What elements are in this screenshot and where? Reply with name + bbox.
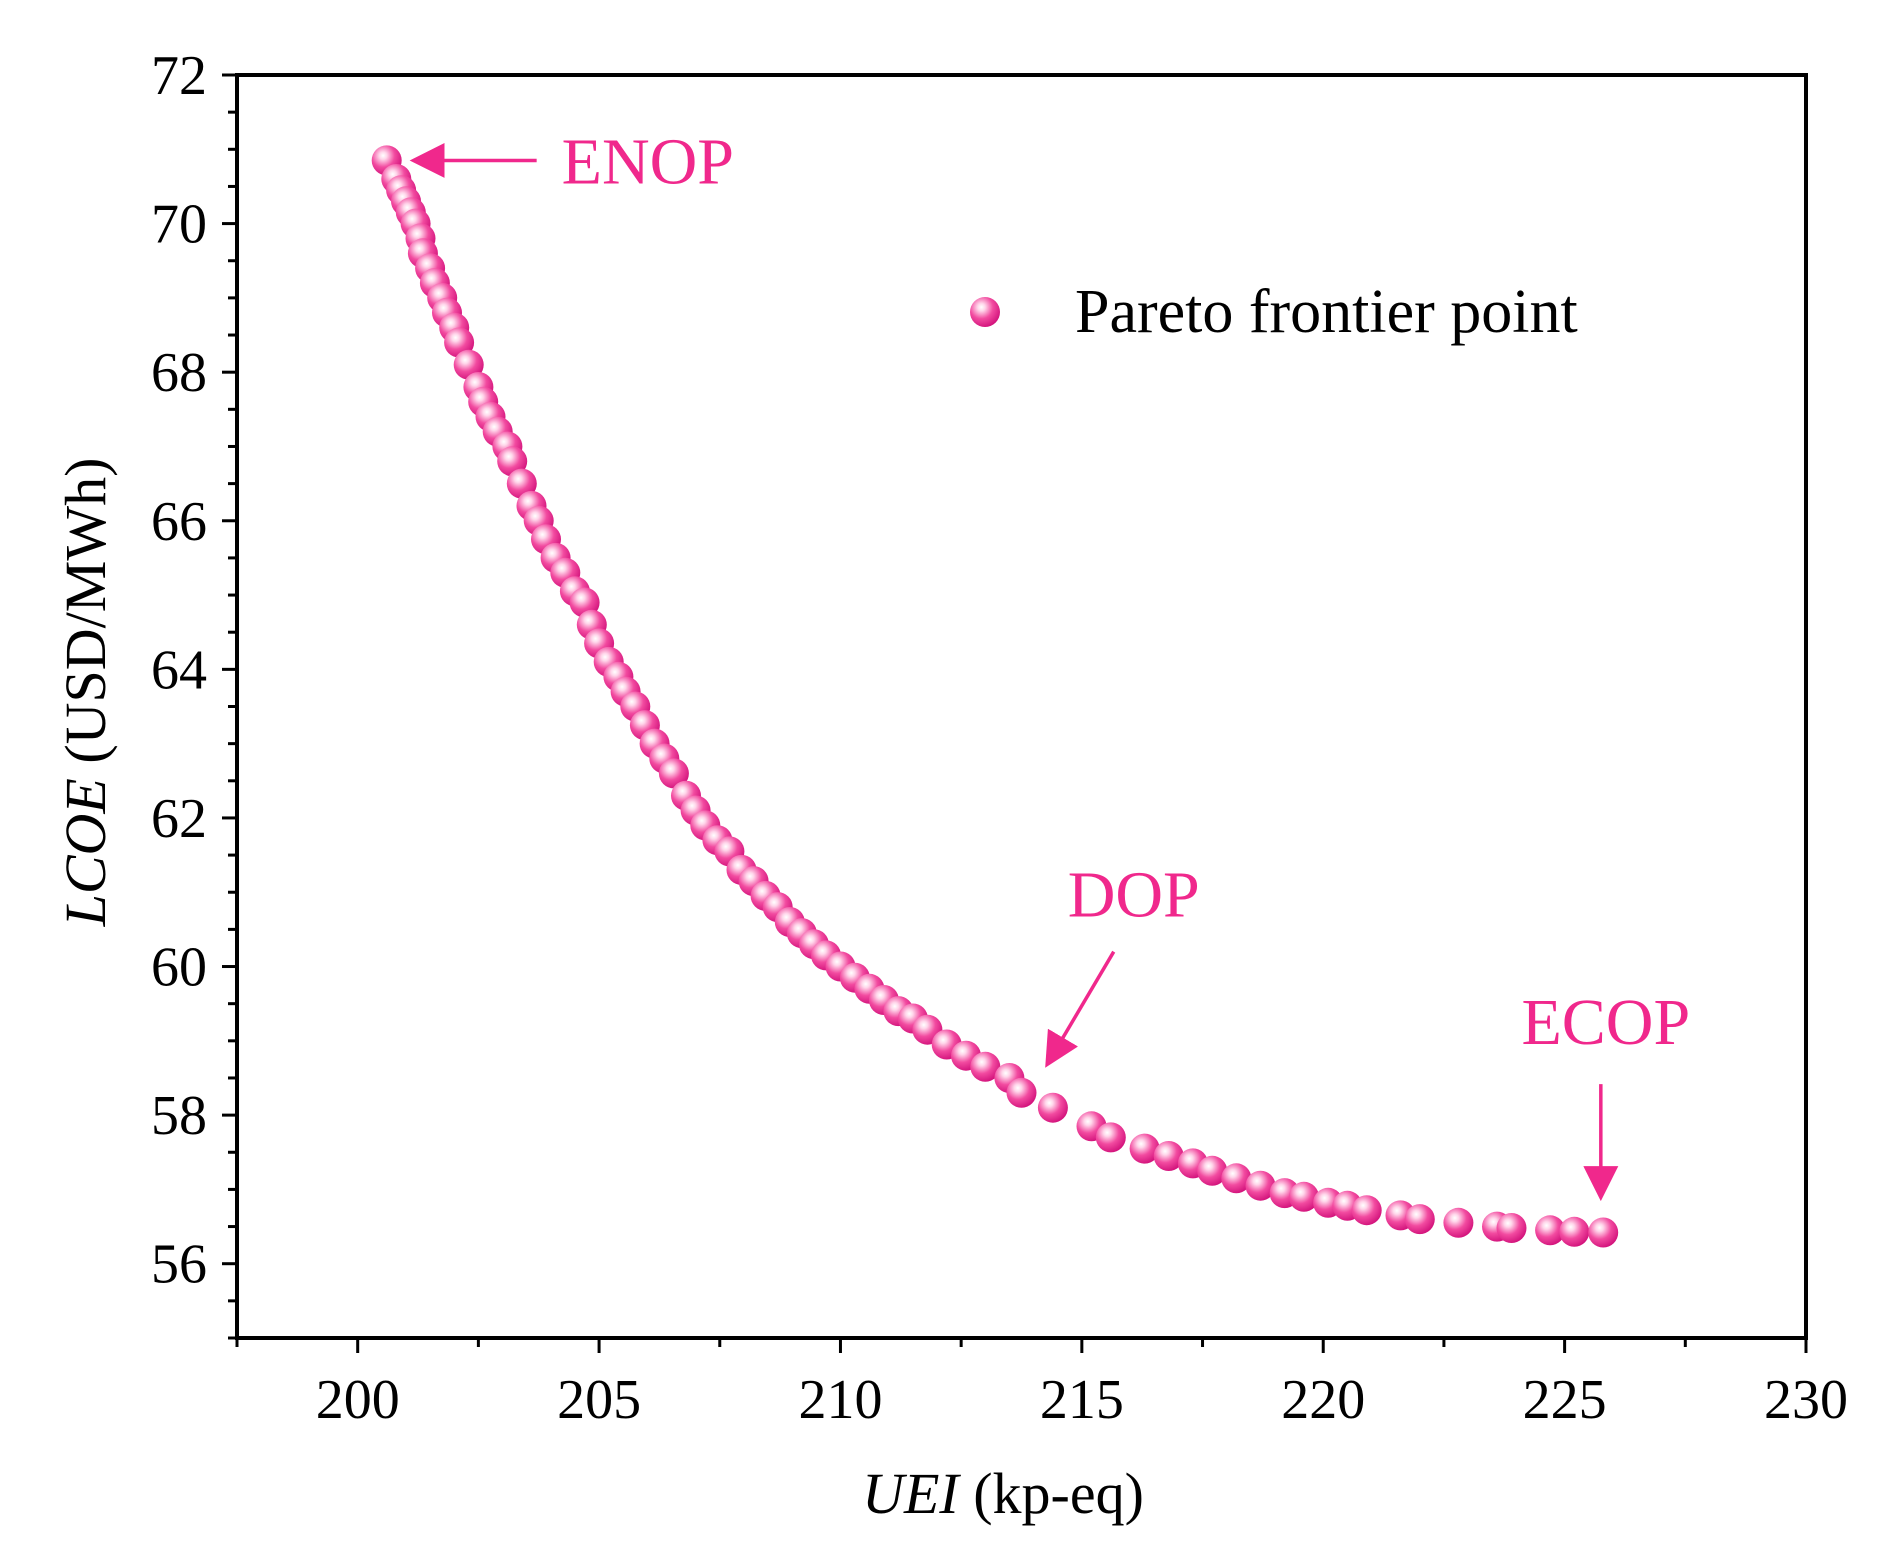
y-tick-label: 56 (151, 1234, 207, 1296)
data-point (1095, 1122, 1126, 1153)
data-point (1288, 1181, 1319, 1212)
data-point (970, 1051, 1001, 1082)
y-tick-label: 60 (151, 937, 207, 999)
legend: Pareto frontier point (970, 278, 1578, 346)
y-tick-label: 72 (151, 45, 207, 107)
x-tick-label: 230 (1764, 1369, 1848, 1431)
y-tick-label: 64 (151, 639, 207, 701)
data-point (1245, 1170, 1276, 1201)
y-tick-label: 68 (151, 342, 207, 404)
data-point (1037, 1092, 1068, 1123)
legend-label: Pareto frontier point (1075, 278, 1578, 346)
data-point (658, 758, 689, 789)
x-tick-label: 200 (316, 1369, 400, 1431)
x-axis-title-italic: UEI (862, 1461, 961, 1526)
x-axis-title-units: (kp-eq) (959, 1461, 1144, 1526)
x-axis-ticks: 200 205 210 215 220 225 230 (235, 1338, 1848, 1431)
data-point (1496, 1213, 1527, 1243)
data-point (1535, 1215, 1566, 1246)
legend-marker (970, 297, 1000, 327)
y-tick-label: 66 (151, 491, 207, 553)
x-tick-label: 215 (1040, 1369, 1124, 1431)
x-tick-label: 205 (557, 1369, 641, 1431)
data-point (1153, 1141, 1184, 1171)
y-axis-ticks: 56 58 60 62 64 66 68 70 72 (151, 45, 237, 1340)
y-axis: 56 58 60 62 64 66 68 70 72 LCOE (USD/MWh) (53, 45, 237, 1340)
data-point (1443, 1207, 1474, 1238)
dop-arrow (1045, 950, 1116, 1068)
data-point (1221, 1163, 1252, 1194)
data-point (1588, 1217, 1619, 1248)
y-tick-label: 62 (151, 788, 207, 850)
x-axis-title: UEI (kp-eq) (862, 1461, 1144, 1526)
x-axis: 200 205 210 215 220 225 230 UEI (kp-eq) (235, 1338, 1848, 1526)
x-tick-label: 210 (798, 1369, 882, 1431)
data-point (1351, 1195, 1382, 1226)
y-tick-label: 58 (151, 1085, 207, 1147)
y-axis-title-italic: LCOE (53, 778, 118, 927)
enop-label: ENOP (562, 125, 734, 198)
plot-area (235, 73, 1808, 1340)
dop-label: DOP (1068, 859, 1200, 932)
x-tick-label: 225 (1523, 1369, 1607, 1431)
annotations: ENOP DOP ECOP (409, 125, 1690, 1202)
y-axis-title: LCOE (USD/MWh) (53, 458, 118, 928)
data-point (1404, 1204, 1435, 1235)
data-point (1197, 1155, 1228, 1186)
data-point (1559, 1216, 1590, 1247)
plot-frame (235, 73, 1808, 1340)
x-tick-label: 220 (1281, 1369, 1365, 1431)
ecop-label: ECOP (1521, 986, 1690, 1059)
data-point (1006, 1077, 1037, 1108)
y-tick-label: 70 (151, 194, 207, 256)
y-axis-title-units: (USD/MWh) (53, 458, 118, 779)
data-point (1129, 1133, 1160, 1164)
